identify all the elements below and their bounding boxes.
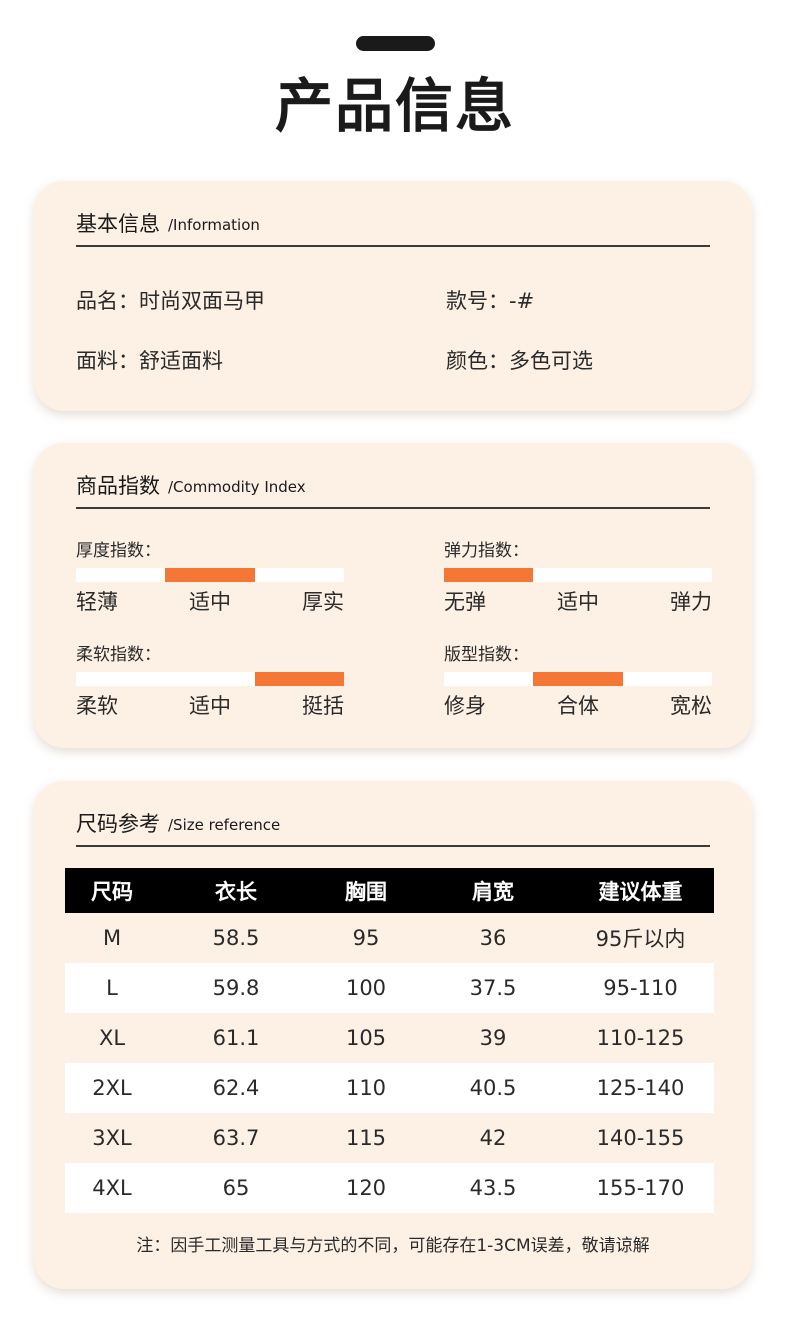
table-cell: 120	[313, 1163, 419, 1213]
index-scale-mid: 适中	[189, 590, 231, 614]
table-cell: 59.8	[159, 963, 313, 1013]
index-scale: 柔软 适中 挺括	[76, 690, 344, 720]
basic-info-card: 基本信息 /Information 品名：时尚双面马甲 款号：-# 面料：舒适面…	[34, 181, 752, 411]
index-level-marker	[165, 568, 255, 582]
table-cell: 2XL	[65, 1063, 159, 1113]
table-row: L 59.8 100 37.5 95-110	[65, 963, 714, 1013]
basic-info-title: 基本信息	[76, 212, 160, 236]
table-cell: 110-125	[596, 1026, 685, 1050]
index-scale-mid: 适中	[189, 694, 231, 718]
index-level-marker	[533, 672, 623, 686]
table-cell: 95	[352, 926, 380, 950]
table-cell: 4XL	[65, 1163, 159, 1213]
index-scale-low: 修身	[444, 694, 486, 718]
index-scale-high: 弹力	[670, 590, 712, 614]
table-cell: 3XL	[92, 1126, 132, 1150]
column-header: 建议体重	[567, 868, 714, 913]
table-cell: 110	[313, 1063, 419, 1113]
table-cell: 43.5	[419, 1163, 567, 1213]
table-row: M 58.5 95 36 95斤以内	[65, 913, 714, 963]
commodity-index-header: 商品指数 /Commodity Index	[76, 463, 710, 509]
basic-info-subtitle: /Information	[168, 216, 260, 234]
size-table: 尺码 衣长 胸围 肩宽 建议体重 M 58.5 95 36 95斤以内 L 59.8 100 3…	[65, 868, 714, 1213]
commodity-index-subtitle: /Commodity Index	[168, 478, 306, 496]
basic-info-header: 基本信息 /Information	[76, 201, 710, 247]
column-header: 尺码	[65, 868, 159, 913]
index-label: 版型指数：	[444, 645, 529, 665]
table-cell: XL	[98, 1026, 126, 1050]
column-header: 衣长	[159, 868, 313, 913]
table-cell: 115	[345, 1126, 387, 1150]
product-model: 款号：-#	[446, 289, 535, 313]
table-row: XL 61.1 105 39 110-125	[65, 1013, 714, 1063]
product-fabric: 面料：舒适面料	[76, 349, 223, 373]
size-reference-subtitle: /Size reference	[168, 816, 281, 834]
table-cell: M	[102, 926, 122, 950]
table-cell: 58.5	[212, 926, 260, 950]
size-reference-header: 尺码参考 /Size reference	[76, 801, 710, 847]
table-cell: 36	[479, 926, 507, 950]
index-bar	[76, 568, 344, 582]
fit-index: 版型指数： 修身 合体 宽松	[444, 640, 712, 720]
index-bar	[444, 672, 712, 686]
index-scale-high: 挺括	[302, 694, 344, 718]
index-scale-low: 轻薄	[76, 590, 118, 614]
elasticity-index: 弹力指数： 无弹 适中 弹力	[444, 536, 712, 616]
size-reference-title: 尺码参考	[76, 812, 160, 836]
table-row: 4XL 65 120 43.5 155-170	[65, 1163, 714, 1213]
index-bar	[76, 672, 344, 686]
index-level-marker	[444, 568, 534, 582]
size-reference-card: 尺码参考 /Size reference 尺码 衣长 胸围 肩宽 建议体重 M 5…	[34, 781, 752, 1289]
table-cell: 37.5	[419, 963, 567, 1013]
thickness-index: 厚度指数： 轻薄 适中 厚实	[76, 536, 344, 616]
index-scale: 无弹 适中 弹力	[444, 586, 712, 616]
column-header: 胸围	[313, 868, 419, 913]
index-scale-high: 厚实	[302, 590, 344, 614]
index-bar	[444, 568, 712, 582]
table-cell: 105	[345, 1026, 387, 1050]
index-scale-mid: 适中	[557, 590, 599, 614]
table-cell: 42	[479, 1126, 507, 1150]
table-cell: 95斤以内	[595, 927, 686, 951]
index-scale-low: 无弹	[444, 590, 486, 614]
table-cell: 39	[479, 1026, 507, 1050]
table-row: 3XL 63.7 115 42 140-155	[65, 1113, 714, 1163]
index-scale: 修身 合体 宽松	[444, 690, 712, 720]
table-cell: 63.7	[212, 1126, 260, 1150]
index-scale: 轻薄 适中 厚实	[76, 586, 344, 616]
commodity-index-card: 商品指数 /Commodity Index 厚度指数： 轻薄 适中 厚实 弹力指…	[34, 443, 752, 748]
size-table-header-row: 尺码 衣长 胸围 肩宽 建议体重	[65, 868, 714, 913]
product-color: 颜色：多色可选	[446, 349, 593, 373]
index-scale-high: 宽松	[670, 694, 712, 718]
table-cell: L	[65, 963, 159, 1013]
index-level-marker	[254, 672, 344, 686]
table-cell: 65	[159, 1163, 313, 1213]
softness-index: 柔软指数： 柔软 适中 挺括	[76, 640, 344, 720]
table-cell: 140-155	[596, 1126, 685, 1150]
top-decor-bar	[356, 36, 435, 51]
index-scale-mid: 合体	[557, 694, 599, 718]
table-cell: 95-110	[567, 963, 714, 1013]
table-cell: 61.1	[212, 1026, 260, 1050]
commodity-index-title: 商品指数	[76, 474, 160, 498]
table-cell: 125-140	[567, 1063, 714, 1113]
index-label: 厚度指数：	[76, 541, 161, 561]
measurement-note: 注：因手工测量工具与方式的不同，可能存在1-3CM误差，敬请谅解	[136, 1236, 650, 1256]
product-name: 品名：时尚双面马甲	[76, 289, 265, 313]
index-label: 弹力指数：	[444, 541, 529, 561]
page-title: 产品信息	[274, 72, 515, 140]
column-header: 肩宽	[419, 868, 567, 913]
index-scale-low: 柔软	[76, 694, 118, 718]
index-label: 柔软指数：	[76, 645, 161, 665]
table-cell: 62.4	[159, 1063, 313, 1113]
table-cell: 40.5	[419, 1063, 567, 1113]
table-row: 2XL 62.4 110 40.5 125-140	[65, 1063, 714, 1113]
table-cell: 155-170	[567, 1163, 714, 1213]
table-cell: 100	[313, 963, 419, 1013]
